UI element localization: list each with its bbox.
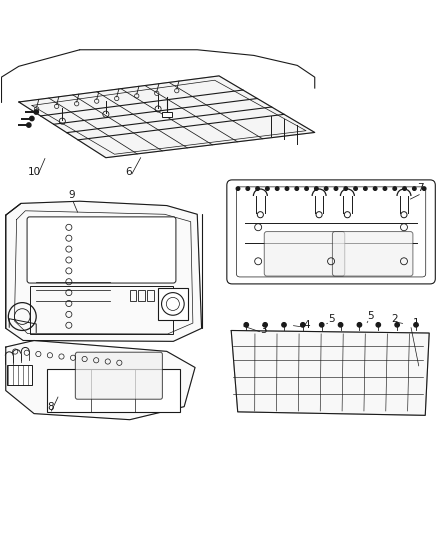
Circle shape — [383, 187, 387, 190]
Circle shape — [305, 187, 308, 190]
Text: 1: 1 — [413, 318, 419, 328]
Circle shape — [244, 322, 248, 327]
Circle shape — [295, 187, 299, 190]
Circle shape — [256, 187, 259, 190]
Bar — [138, 290, 145, 301]
Circle shape — [413, 187, 416, 190]
Bar — [130, 290, 136, 301]
Circle shape — [276, 187, 279, 190]
Circle shape — [414, 322, 418, 327]
Circle shape — [354, 187, 357, 190]
Text: 2: 2 — [391, 314, 398, 324]
Circle shape — [403, 187, 406, 190]
Circle shape — [376, 322, 381, 327]
Circle shape — [314, 187, 318, 190]
Circle shape — [300, 322, 305, 327]
Circle shape — [374, 187, 377, 190]
Text: 10: 10 — [28, 167, 41, 177]
FancyBboxPatch shape — [75, 352, 162, 399]
Circle shape — [325, 187, 328, 190]
Text: 5: 5 — [328, 314, 335, 324]
Circle shape — [34, 110, 39, 114]
Circle shape — [285, 187, 289, 190]
Text: 8: 8 — [47, 402, 54, 413]
Circle shape — [422, 187, 426, 190]
Bar — [47, 369, 180, 413]
Circle shape — [282, 322, 286, 327]
Circle shape — [364, 187, 367, 190]
Polygon shape — [6, 201, 201, 341]
Text: 5: 5 — [367, 311, 374, 321]
Polygon shape — [19, 76, 315, 158]
Text: 6: 6 — [125, 167, 132, 177]
Bar — [147, 290, 154, 301]
Bar — [162, 112, 172, 117]
Circle shape — [393, 187, 396, 190]
Circle shape — [236, 187, 240, 190]
Bar — [158, 288, 187, 320]
Text: 7: 7 — [417, 183, 424, 193]
Circle shape — [395, 322, 399, 327]
Circle shape — [27, 123, 31, 127]
Circle shape — [344, 187, 347, 190]
Circle shape — [339, 322, 343, 327]
FancyBboxPatch shape — [27, 217, 176, 283]
Text: 3: 3 — [260, 325, 267, 335]
FancyBboxPatch shape — [264, 231, 345, 276]
Polygon shape — [6, 341, 195, 419]
Polygon shape — [231, 330, 429, 415]
FancyBboxPatch shape — [227, 180, 435, 284]
Circle shape — [357, 322, 362, 327]
Circle shape — [246, 187, 250, 190]
Bar — [7, 365, 32, 385]
Circle shape — [263, 322, 267, 327]
Text: 9: 9 — [69, 190, 75, 200]
Circle shape — [334, 187, 338, 190]
Text: 4: 4 — [304, 320, 311, 329]
Circle shape — [266, 187, 269, 190]
FancyBboxPatch shape — [332, 231, 413, 276]
Circle shape — [30, 116, 34, 120]
Bar — [30, 286, 173, 334]
Circle shape — [320, 322, 324, 327]
